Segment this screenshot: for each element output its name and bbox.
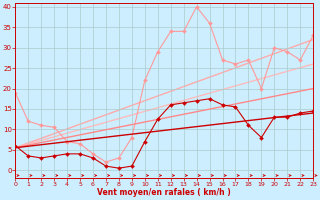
X-axis label: Vent moyen/en rafales ( km/h ): Vent moyen/en rafales ( km/h ) — [97, 188, 231, 197]
